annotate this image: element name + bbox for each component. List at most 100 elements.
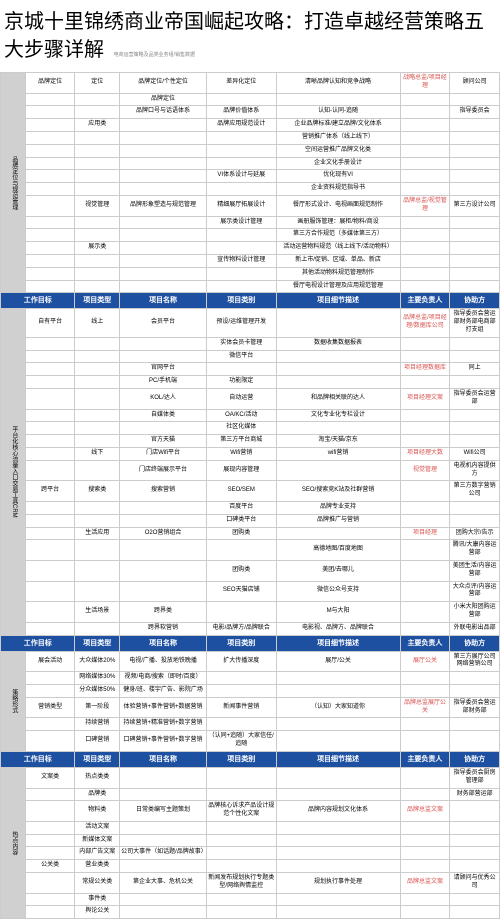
- cell-topic: [207, 685, 277, 698]
- table-row: 物料类日常类编写主题策划品牌核心诉求产品设计规范个性化文案品牌内容规划文化体系品…: [1, 801, 500, 822]
- cell-detail: M与大阳: [276, 602, 400, 623]
- table-row: 高德地图/百度地图腾讯/大康内容运营部: [1, 540, 500, 561]
- cell-owner: [400, 254, 450, 267]
- cell-type: [25, 144, 75, 157]
- cell-type: [25, 906, 75, 919]
- cell-name: 口碑营销+事件营销+数字营销: [120, 731, 207, 752]
- table-row: 网络媒体30%视频/电商/搜索（即时/百度）: [1, 672, 500, 685]
- header-cell: 项目细节描述: [276, 751, 400, 767]
- cell-topic: VI体系设计与延展: [207, 170, 277, 183]
- table-row: 事件类: [1, 893, 500, 906]
- cell-name: [120, 254, 207, 267]
- cell-owner: [400, 267, 450, 280]
- cell-name: [120, 119, 207, 132]
- cell-owner: [400, 906, 450, 919]
- cell-sub: [75, 144, 120, 157]
- header-cell: 项目名称: [120, 751, 207, 767]
- cell-topic: 百度平台: [207, 501, 277, 514]
- cell-sub: 应用类: [75, 119, 120, 132]
- cell-partner: 请顾问与优秀公司: [450, 873, 500, 894]
- cell-sub: 定位: [75, 73, 120, 94]
- cell-partner: [450, 847, 500, 860]
- cell-partner: [450, 216, 500, 229]
- table-row: 活动文案: [1, 821, 500, 834]
- cell-topic: [207, 718, 277, 731]
- header-cell: 项目名称: [120, 635, 207, 651]
- cell-sub: [75, 581, 120, 602]
- cell-sub: [75, 280, 120, 293]
- cell-owner: [400, 337, 450, 350]
- cell-detail: 文化专业化专栏设计: [276, 409, 400, 422]
- cell-topic: [207, 131, 277, 144]
- cell-name: [120, 821, 207, 834]
- cell-detail: [276, 847, 400, 860]
- cell-partner: [450, 718, 500, 731]
- cell-topic: [207, 860, 277, 873]
- cell-name: O2O营销组合: [120, 527, 207, 540]
- cell-owner: [400, 560, 450, 581]
- header-cell: 项目细节描述: [276, 635, 400, 651]
- table-row: 品牌定位: [1, 93, 500, 106]
- cell-sub: [75, 376, 120, 389]
- cell-type: [25, 847, 75, 860]
- header-cell: 项目细节描述: [276, 293, 400, 309]
- cell-partner: 小米大阳团购运营部: [450, 602, 500, 623]
- cell-sub: [75, 170, 120, 183]
- table-row: 舆论公关: [1, 906, 500, 919]
- cell-partner: [450, 376, 500, 389]
- cell-name: 搜索营销: [120, 481, 207, 502]
- cell-partner: [450, 409, 500, 422]
- cell-type: [25, 350, 75, 363]
- cell-type: [25, 448, 75, 461]
- cell-detail: 数据收集数据报表: [276, 337, 400, 350]
- cell-partner: [450, 860, 500, 873]
- cell-detail: [276, 672, 400, 685]
- cell-owner: [400, 501, 450, 514]
- cell-type: 文案类: [25, 767, 75, 788]
- cell-sub: 网络媒体30%: [75, 672, 120, 685]
- cell-owner: [400, 718, 450, 731]
- cell-sub: 视觉管理: [75, 195, 120, 216]
- cell-type: [25, 672, 75, 685]
- table-row: 品牌类财务部营运部: [1, 788, 500, 801]
- cell-detail: 空间运营推广品牌文化类: [276, 144, 400, 157]
- cell-partner: [450, 672, 500, 685]
- cell-type: [25, 170, 75, 183]
- cell-name: [120, 131, 207, 144]
- table-row: 持续营销持续营销+精准营销+数字营销: [1, 718, 500, 731]
- cell-owner: [400, 581, 450, 602]
- table-row: SEO天猫店铺微信公众号支持大众点评/内容运营部: [1, 581, 500, 602]
- cell-type: [25, 106, 75, 119]
- cell-topic: 展现内容管理: [207, 460, 277, 481]
- cell-name: [120, 229, 207, 242]
- cell-type: [25, 254, 75, 267]
- cell-sub: [75, 106, 120, 119]
- cell-topic: SEO天猫店铺: [207, 581, 277, 602]
- cell-sub: 生活应用: [75, 527, 120, 540]
- cell-partner: [450, 337, 500, 350]
- cell-name: 视频/电商/搜索（即时/百度）: [120, 672, 207, 685]
- page-subtitle: 电商运营策略及品类业务组/销售数据: [110, 52, 195, 58]
- cell-type: [25, 376, 75, 389]
- table-row: 百度平台品牌专业支持: [1, 501, 500, 514]
- cell-owner: [400, 731, 450, 752]
- cell-owner: [400, 481, 450, 502]
- table-row: 企业文化手册设计: [1, 157, 500, 170]
- cell-sub: 大众媒体20%: [75, 651, 120, 672]
- table-row: 其他活动物料规范管理制作: [1, 267, 500, 280]
- section-label: 策略形式: [1, 651, 26, 751]
- cell-detail: [276, 821, 400, 834]
- table-row: 口碑类平台品牌推广与营销: [1, 514, 500, 527]
- cell-owner: 品牌总监/项目经理/数据库公司: [400, 309, 450, 337]
- table-row: 分众媒体50%健身/班、楼宇广告、影院广场: [1, 685, 500, 698]
- cell-sub: [75, 183, 120, 196]
- cell-topic: 功能限定: [207, 376, 277, 389]
- cell-sub: [75, 422, 120, 435]
- cell-partner: [450, 435, 500, 448]
- cell-sub: 分众媒体50%: [75, 685, 120, 698]
- cell-name: [120, 337, 207, 350]
- cell-partner: [450, 229, 500, 242]
- cell-type: [25, 183, 75, 196]
- cell-topic: OA/KC/活动: [207, 409, 277, 422]
- cell-sub: [75, 560, 120, 581]
